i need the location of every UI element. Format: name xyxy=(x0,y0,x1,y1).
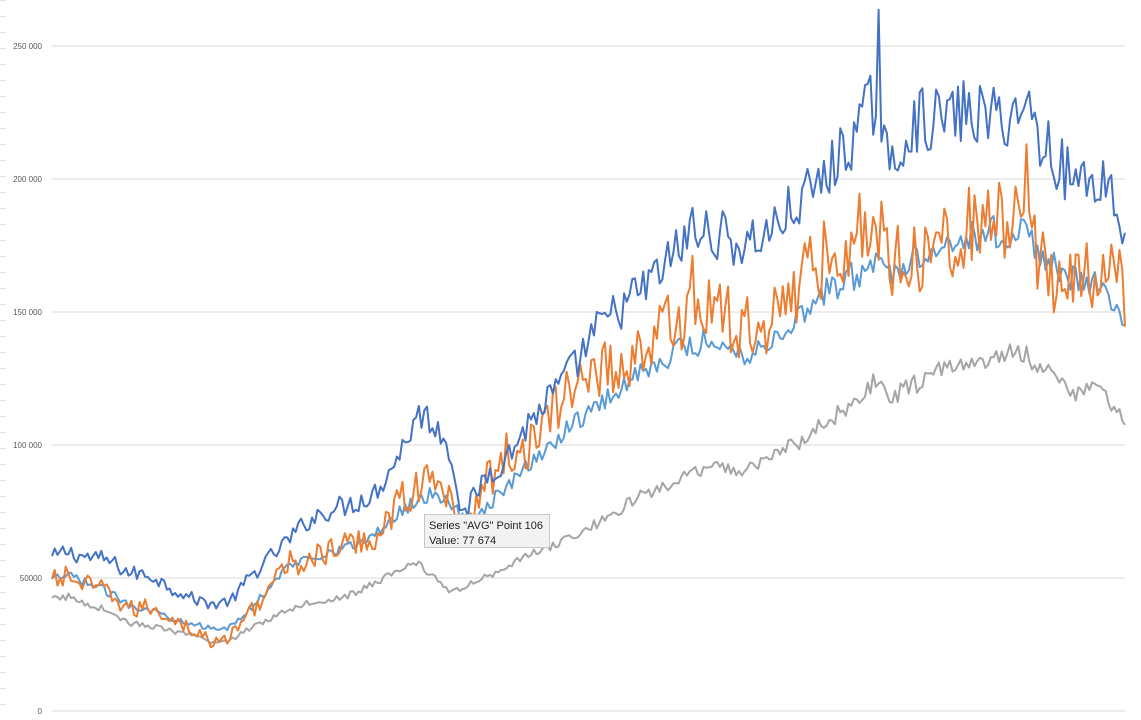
y-axis-tick-labels: 0 50000 100 000 150 000 200 000 250 000 xyxy=(13,42,42,716)
y-tick-label: 200 000 xyxy=(13,175,42,184)
sheet-row-line xyxy=(0,320,6,321)
sheet-row-line xyxy=(0,688,6,689)
series-line[interactable] xyxy=(51,215,1126,632)
sheet-row-line xyxy=(0,496,6,497)
horizontal-gridlines xyxy=(52,45,1125,712)
sheet-row-line xyxy=(0,272,6,273)
sheet-row-line xyxy=(0,208,6,209)
sheet-row-line xyxy=(0,288,6,289)
series-line[interactable] xyxy=(51,143,1126,649)
sheet-row-line xyxy=(0,192,6,193)
sheet-row-line xyxy=(0,624,6,625)
sheet-row-line xyxy=(0,224,6,225)
sheet-row-line xyxy=(0,640,6,641)
sheet-row-line xyxy=(0,672,6,673)
tooltip-value: Value: 77 674 xyxy=(429,535,497,547)
sheet-row-line xyxy=(0,352,6,353)
series-line[interactable] xyxy=(51,8,1126,610)
y-tick-label: 50000 xyxy=(20,574,43,583)
y-tick-label: 0 xyxy=(38,707,43,716)
sheet-row-line xyxy=(0,448,6,449)
series-lines xyxy=(51,8,1126,649)
sheet-row-line xyxy=(0,656,6,657)
sheet-row-line xyxy=(0,432,6,433)
sheet-row-line xyxy=(0,32,6,33)
sheet-row-line xyxy=(0,704,6,705)
data-point-tooltip: Series "AVG" Point 106 Value: 77 674 xyxy=(424,514,550,548)
sheet-row-line xyxy=(0,256,6,257)
sheet-row-line xyxy=(0,64,6,65)
sheet-row-line xyxy=(0,512,6,513)
sheet-row-line xyxy=(0,176,6,177)
sheet-row-line xyxy=(0,336,6,337)
y-tick-label: 150 000 xyxy=(13,308,42,317)
sheet-row-line xyxy=(0,400,6,401)
sheet-row-line xyxy=(0,416,6,417)
sheet-row-line xyxy=(0,592,6,593)
sheet-row-line xyxy=(0,384,6,385)
sheet-row-line xyxy=(0,160,6,161)
sheet-row-line xyxy=(0,304,6,305)
sheet-row-line xyxy=(0,464,6,465)
sheet-row-line xyxy=(0,544,6,545)
sheet-row-line xyxy=(0,480,6,481)
spreadsheet-row-gridlines xyxy=(0,0,6,720)
sheet-row-line xyxy=(0,0,6,1)
sheet-row-line xyxy=(0,528,6,529)
sheet-row-line xyxy=(0,96,6,97)
sheet-row-line xyxy=(0,560,6,561)
sheet-row-line xyxy=(0,576,6,577)
sheet-row-line xyxy=(0,608,6,609)
sheet-row-line xyxy=(0,112,6,113)
sheet-row-line xyxy=(0,128,6,129)
sheet-row-line xyxy=(0,16,6,17)
sheet-row-line xyxy=(0,144,6,145)
sheet-row-line xyxy=(0,80,6,81)
tooltip-series-point: Series "AVG" Point 106 xyxy=(429,520,543,532)
sheet-row-line xyxy=(0,240,6,241)
sheet-row-line xyxy=(0,48,6,49)
sheet-row-line xyxy=(0,368,6,369)
y-tick-label: 250 000 xyxy=(13,42,42,51)
y-tick-label: 100 000 xyxy=(13,441,42,450)
